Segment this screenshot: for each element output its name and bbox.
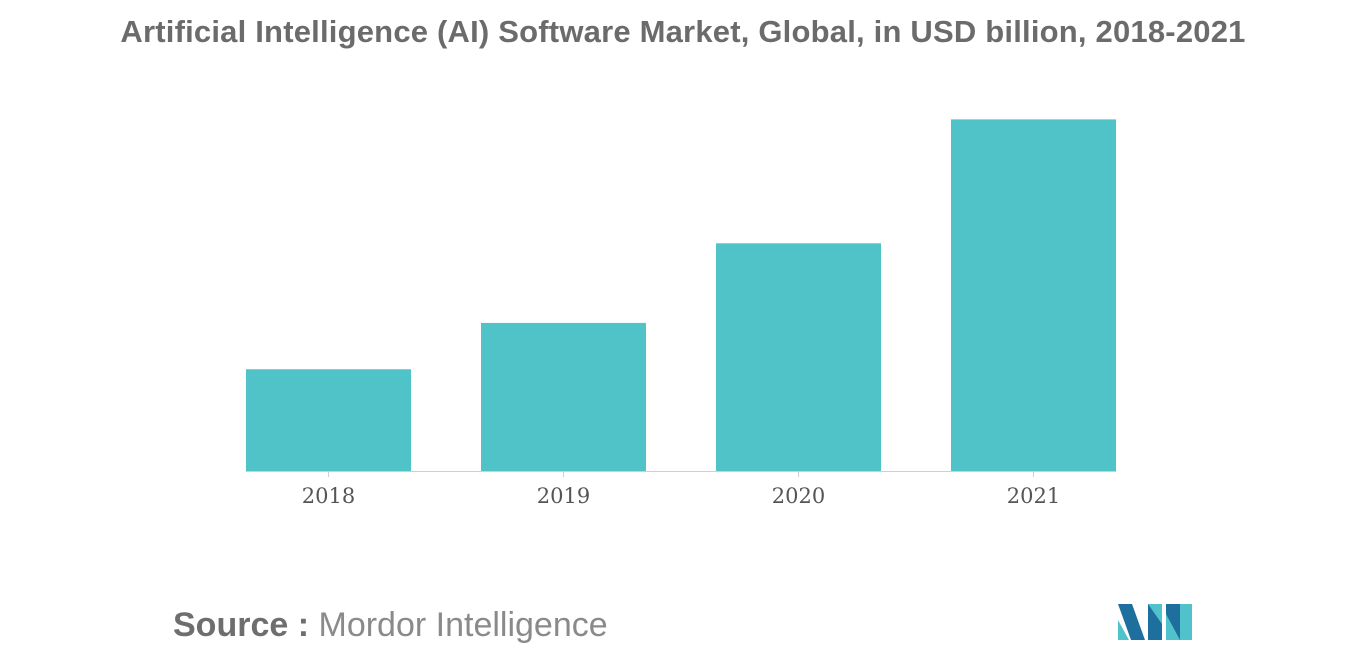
bar-2020	[716, 243, 881, 471]
x-tick-label: 2018	[302, 484, 355, 508]
x-tick-label: 2020	[772, 484, 825, 508]
x-tick-label: 2019	[537, 484, 590, 508]
bar-2021	[951, 119, 1116, 471]
source-value: Mordor Intelligence	[318, 606, 608, 644]
bar-2019	[481, 322, 646, 471]
source-label: Source :	[173, 606, 310, 644]
chart-title: Artificial Intelligence (AI) Software Ma…	[120, 14, 1246, 49]
source-note: Source : Mordor Intelligence	[173, 606, 608, 645]
mordor-intelligence-logo-icon	[1118, 604, 1192, 640]
bar-2018	[246, 369, 411, 471]
x-tick-label: 2021	[1007, 484, 1060, 508]
